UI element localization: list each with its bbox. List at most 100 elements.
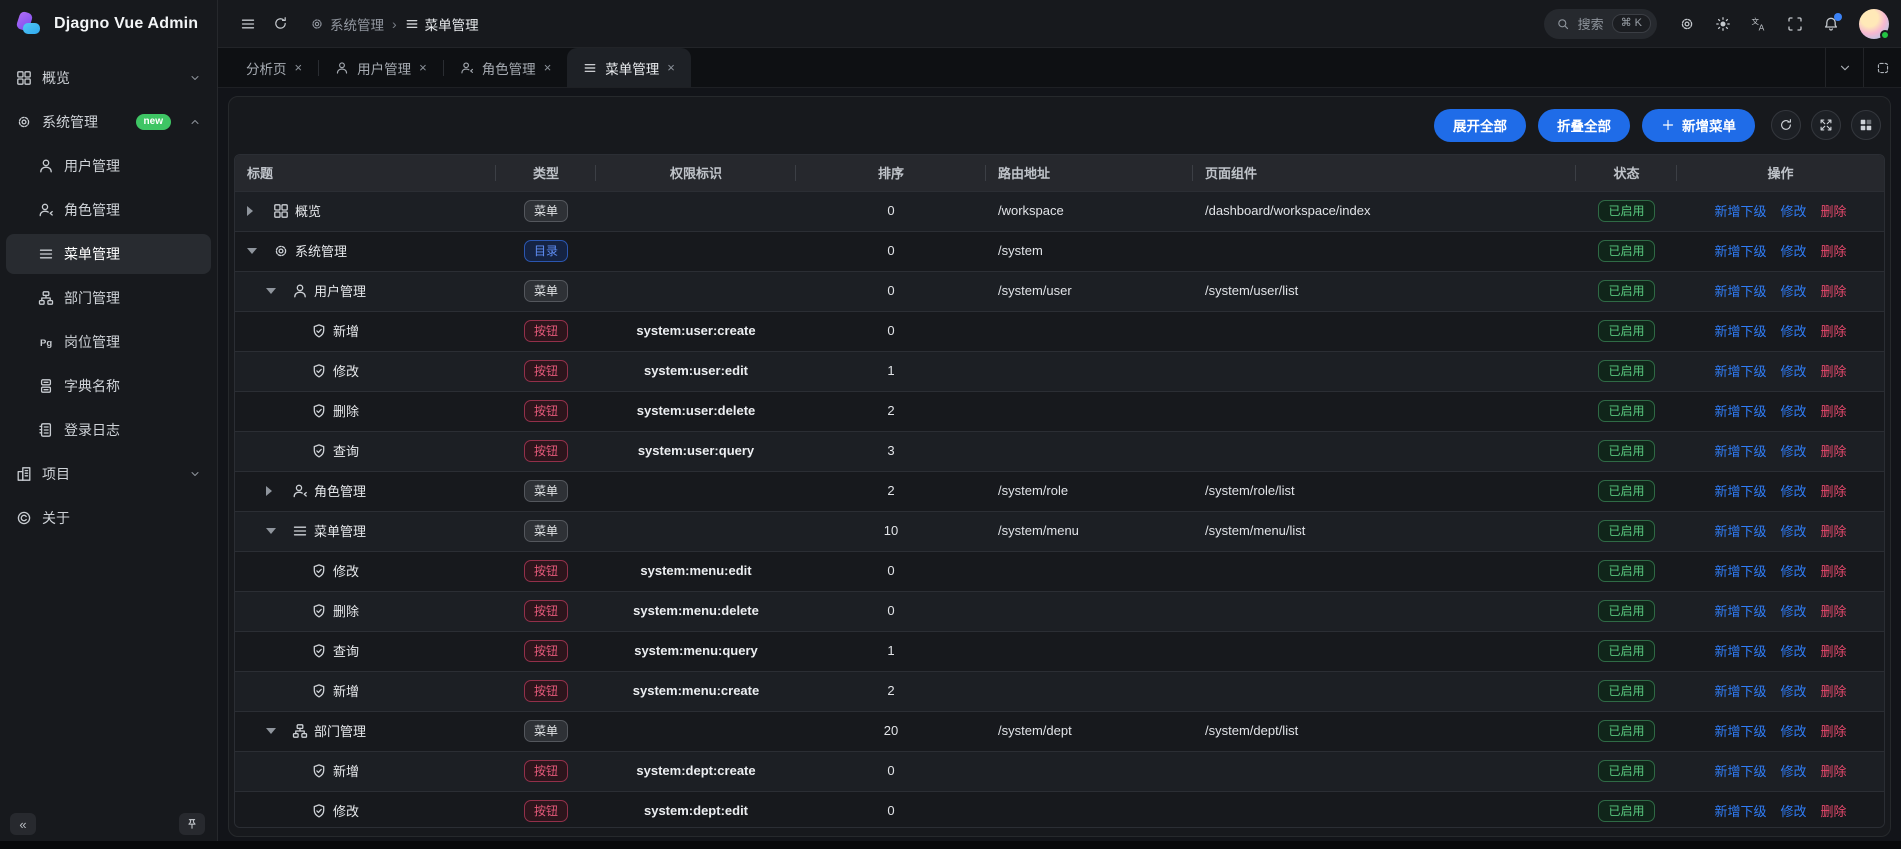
sidebar-item-dict[interactable]: 字典名称 bbox=[6, 366, 211, 406]
sidebar-item-user[interactable]: 用户管理 bbox=[6, 146, 211, 186]
action-delete[interactable]: 删除 bbox=[1820, 764, 1847, 780]
action-add-child[interactable]: 新增下级 bbox=[1714, 524, 1767, 540]
action-delete[interactable]: 删除 bbox=[1820, 324, 1847, 340]
action-add-child[interactable]: 新增下级 bbox=[1714, 404, 1767, 420]
action-add-child[interactable]: 新增下级 bbox=[1714, 324, 1767, 340]
action-delete[interactable]: 删除 bbox=[1820, 364, 1847, 380]
tab-close-icon[interactable]: × bbox=[294, 60, 303, 75]
fullscreen-icon[interactable] bbox=[1779, 8, 1811, 40]
sidebar-item-role[interactable]: 角色管理 bbox=[6, 190, 211, 230]
sidebar-item-log[interactable]: 登录日志 bbox=[6, 410, 211, 450]
action-add-child[interactable]: 新增下级 bbox=[1714, 604, 1767, 620]
action-delete[interactable]: 删除 bbox=[1820, 724, 1847, 740]
action-delete[interactable]: 删除 bbox=[1820, 484, 1847, 500]
action-delete[interactable]: 删除 bbox=[1820, 524, 1847, 540]
expander-down-icon[interactable] bbox=[266, 727, 286, 734]
sidebar-item-post[interactable]: Pg 岗位管理 bbox=[6, 322, 211, 362]
action-add-child[interactable]: 新增下级 bbox=[1714, 444, 1767, 460]
action-delete[interactable]: 删除 bbox=[1820, 404, 1847, 420]
action-edit[interactable]: 修改 bbox=[1780, 244, 1807, 260]
action-delete[interactable]: 删除 bbox=[1820, 604, 1847, 620]
action-delete[interactable]: 删除 bbox=[1820, 684, 1847, 700]
action-delete[interactable]: 删除 bbox=[1820, 804, 1847, 820]
action-edit[interactable]: 修改 bbox=[1780, 324, 1807, 340]
action-delete[interactable]: 删除 bbox=[1820, 244, 1847, 260]
sidebar-item-system[interactable]: 系统管理 new bbox=[6, 102, 211, 142]
expander-down-icon[interactable] bbox=[247, 247, 267, 254]
action-add-child[interactable]: 新增下级 bbox=[1714, 804, 1767, 820]
tab-analysis[interactable]: 分析页 × bbox=[230, 48, 318, 87]
collapse-all-button[interactable]: 折叠全部 bbox=[1538, 108, 1630, 142]
expander-right-icon[interactable] bbox=[266, 485, 286, 496]
notifications-bell-icon[interactable] bbox=[1815, 8, 1847, 40]
settings-icon[interactable] bbox=[1671, 8, 1703, 40]
cell-order: 0 bbox=[887, 603, 895, 619]
logo[interactable]: Djagno Vue Admin bbox=[0, 0, 217, 48]
expander-down-icon[interactable] bbox=[266, 527, 286, 534]
tab-menu[interactable]: 菜单管理 × bbox=[567, 48, 691, 87]
action-edit[interactable]: 修改 bbox=[1780, 364, 1807, 380]
action-edit[interactable]: 修改 bbox=[1780, 724, 1807, 740]
sidebar-item-project[interactable]: 项目 bbox=[6, 454, 211, 494]
sidebar-item-dept[interactable]: 部门管理 bbox=[6, 278, 211, 318]
action-delete[interactable]: 删除 bbox=[1820, 644, 1847, 660]
user-avatar[interactable] bbox=[1859, 8, 1890, 40]
sidebar-toggle-button[interactable] bbox=[232, 8, 264, 40]
action-edit[interactable]: 修改 bbox=[1780, 404, 1807, 420]
action-edit[interactable]: 修改 bbox=[1780, 764, 1807, 780]
theme-sun-icon[interactable] bbox=[1707, 8, 1739, 40]
table-refresh-icon[interactable] bbox=[1771, 110, 1801, 141]
action-add-child[interactable]: 新增下级 bbox=[1714, 564, 1767, 580]
table-fullscreen-icon[interactable] bbox=[1811, 110, 1841, 141]
table-columns-icon[interactable] bbox=[1851, 110, 1881, 141]
tab-role[interactable]: 角色管理 × bbox=[444, 48, 568, 87]
sidebar-item-menu[interactable]: 菜单管理 bbox=[6, 234, 211, 274]
action-add-child[interactable]: 新增下级 bbox=[1714, 284, 1767, 300]
action-edit[interactable]: 修改 bbox=[1780, 444, 1807, 460]
action-edit[interactable]: 修改 bbox=[1780, 564, 1807, 580]
sidebar-item-label: 概览 bbox=[42, 70, 70, 86]
action-add-child[interactable]: 新增下级 bbox=[1714, 764, 1767, 780]
tab-close-icon[interactable]: × bbox=[419, 60, 427, 75]
row-title-label: 角色管理 bbox=[314, 484, 367, 500]
action-delete[interactable]: 删除 bbox=[1820, 564, 1847, 580]
action-edit[interactable]: 修改 bbox=[1780, 204, 1807, 220]
role-icon bbox=[292, 483, 308, 499]
content-maximize-icon[interactable] bbox=[1863, 48, 1901, 87]
add-menu-button[interactable]: 新增菜单 bbox=[1642, 108, 1755, 142]
action-edit[interactable]: 修改 bbox=[1780, 804, 1807, 820]
sidebar-item-about[interactable]: 关于 bbox=[6, 498, 211, 538]
tab-user[interactable]: 用户管理 × bbox=[319, 48, 443, 87]
sidebar-pin-button[interactable] bbox=[179, 813, 205, 835]
tabs-dropdown-chevron-icon[interactable] bbox=[1825, 48, 1863, 87]
action-edit[interactable]: 修改 bbox=[1780, 684, 1807, 700]
breadcrumb-item-menu[interactable]: 菜单管理 bbox=[405, 14, 479, 34]
action-edit[interactable]: 修改 bbox=[1780, 644, 1807, 660]
action-add-child[interactable]: 新增下级 bbox=[1714, 364, 1767, 380]
sidebar-item-overview[interactable]: 概览 bbox=[6, 58, 211, 98]
action-edit[interactable]: 修改 bbox=[1780, 604, 1807, 620]
action-edit[interactable]: 修改 bbox=[1780, 284, 1807, 300]
action-delete[interactable]: 删除 bbox=[1820, 284, 1847, 300]
sidebar-collapse-button[interactable]: « bbox=[10, 813, 36, 835]
action-add-child[interactable]: 新增下级 bbox=[1714, 204, 1767, 220]
expand-all-button[interactable]: 展开全部 bbox=[1434, 108, 1526, 142]
action-add-child[interactable]: 新增下级 bbox=[1714, 724, 1767, 740]
status-badge: 已启用 bbox=[1598, 439, 1655, 462]
search-input[interactable]: 搜索 ⌘ K bbox=[1543, 8, 1657, 39]
action-edit[interactable]: 修改 bbox=[1780, 484, 1807, 500]
breadcrumb-item-system[interactable]: 系统管理 bbox=[310, 14, 384, 34]
action-add-child[interactable]: 新增下级 bbox=[1714, 684, 1767, 700]
tab-close-icon[interactable]: × bbox=[543, 60, 552, 75]
action-add-child[interactable]: 新增下级 bbox=[1714, 244, 1767, 260]
action-add-child[interactable]: 新增下级 bbox=[1714, 644, 1767, 660]
action-delete[interactable]: 删除 bbox=[1820, 204, 1847, 220]
refresh-page-button[interactable] bbox=[264, 8, 296, 40]
action-delete[interactable]: 删除 bbox=[1820, 444, 1847, 460]
expander-down-icon[interactable] bbox=[266, 287, 286, 294]
action-edit[interactable]: 修改 bbox=[1780, 524, 1807, 540]
tab-close-icon[interactable]: × bbox=[667, 60, 675, 75]
expander-right-icon[interactable] bbox=[247, 205, 267, 216]
action-add-child[interactable]: 新增下级 bbox=[1714, 484, 1767, 500]
